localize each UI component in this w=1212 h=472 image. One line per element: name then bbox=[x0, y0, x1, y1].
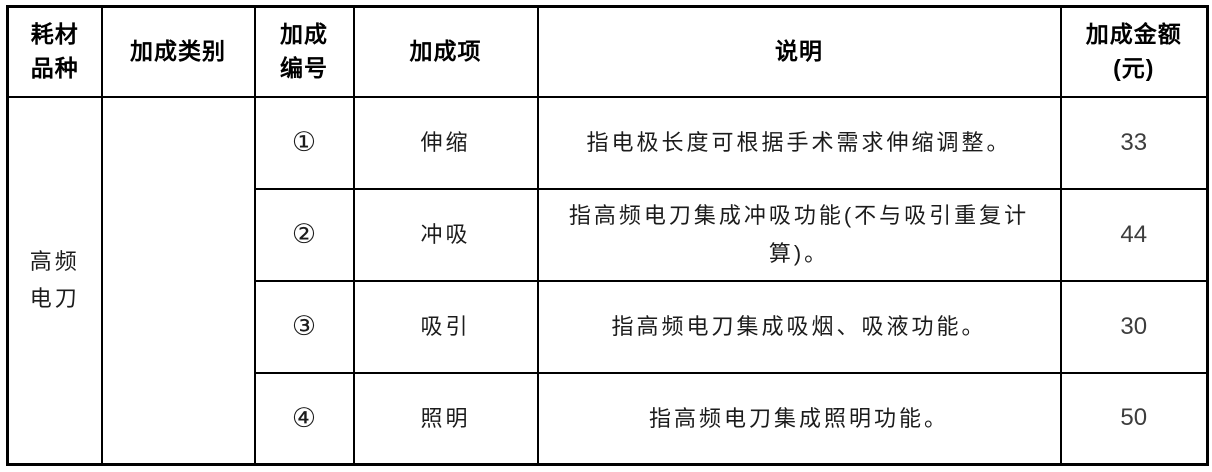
table-header-row: 耗材 品种 加成类别 加成 编号 加成项 说明 加成金额 (元) bbox=[6, 5, 1209, 98]
cell-description: 指高频电刀集成冲吸功能(不与吸引重复计算)。 bbox=[536, 187, 1062, 282]
header-markup-category: 加成类别 bbox=[100, 5, 256, 98]
cell-markup-number: ③ bbox=[253, 279, 355, 374]
cell-markup-item: 吸引 bbox=[352, 279, 539, 374]
header-description: 说明 bbox=[536, 5, 1062, 98]
cell-markup-item: 冲吸 bbox=[352, 187, 539, 282]
header-markup-item: 加成项 bbox=[352, 5, 539, 98]
cell-markup-number: ② bbox=[253, 187, 355, 282]
cell-description: 指高频电刀集成照明功能。 bbox=[536, 371, 1062, 466]
cell-markup-category-empty bbox=[100, 95, 256, 466]
cell-description: 指高频电刀集成吸烟、吸液功能。 bbox=[536, 279, 1062, 374]
cell-markup-amount: 44 bbox=[1059, 187, 1209, 282]
table-row: 高频 电刀 ① 伸缩 指电极长度可根据手术需求伸缩调整。 33 bbox=[6, 95, 1209, 466]
cell-markup-amount: 50 bbox=[1059, 371, 1209, 466]
table-row: ④ 照明 指高频电刀集成照明功能。 50 bbox=[8, 371, 1209, 466]
cell-markup-item: 伸缩 bbox=[352, 95, 539, 190]
header-markup-number: 加成 编号 bbox=[253, 5, 355, 98]
cell-markup-number: ④ bbox=[253, 371, 355, 466]
consumable-markup-table: 耗材 品种 加成类别 加成 编号 加成项 说明 加成金额 (元) 高频 电刀 ①… bbox=[6, 5, 1209, 466]
header-consumable-type: 耗材 品种 bbox=[6, 5, 103, 98]
table-row: ② 冲吸 指高频电刀集成冲吸功能(不与吸引重复计算)。 44 bbox=[8, 187, 1209, 282]
cell-markup-amount: 30 bbox=[1059, 279, 1209, 374]
cell-markup-item: 照明 bbox=[352, 371, 539, 466]
header-markup-amount: 加成金额 (元) bbox=[1059, 5, 1209, 98]
table-row: ③ 吸引 指高频电刀集成吸烟、吸液功能。 30 bbox=[8, 279, 1209, 374]
cell-consumable-type: 高频 电刀 bbox=[6, 95, 103, 466]
cell-description: 指电极长度可根据手术需求伸缩调整。 bbox=[536, 95, 1062, 190]
cell-markup-number: ① bbox=[253, 95, 355, 190]
cell-markup-amount: 33 bbox=[1059, 95, 1209, 190]
